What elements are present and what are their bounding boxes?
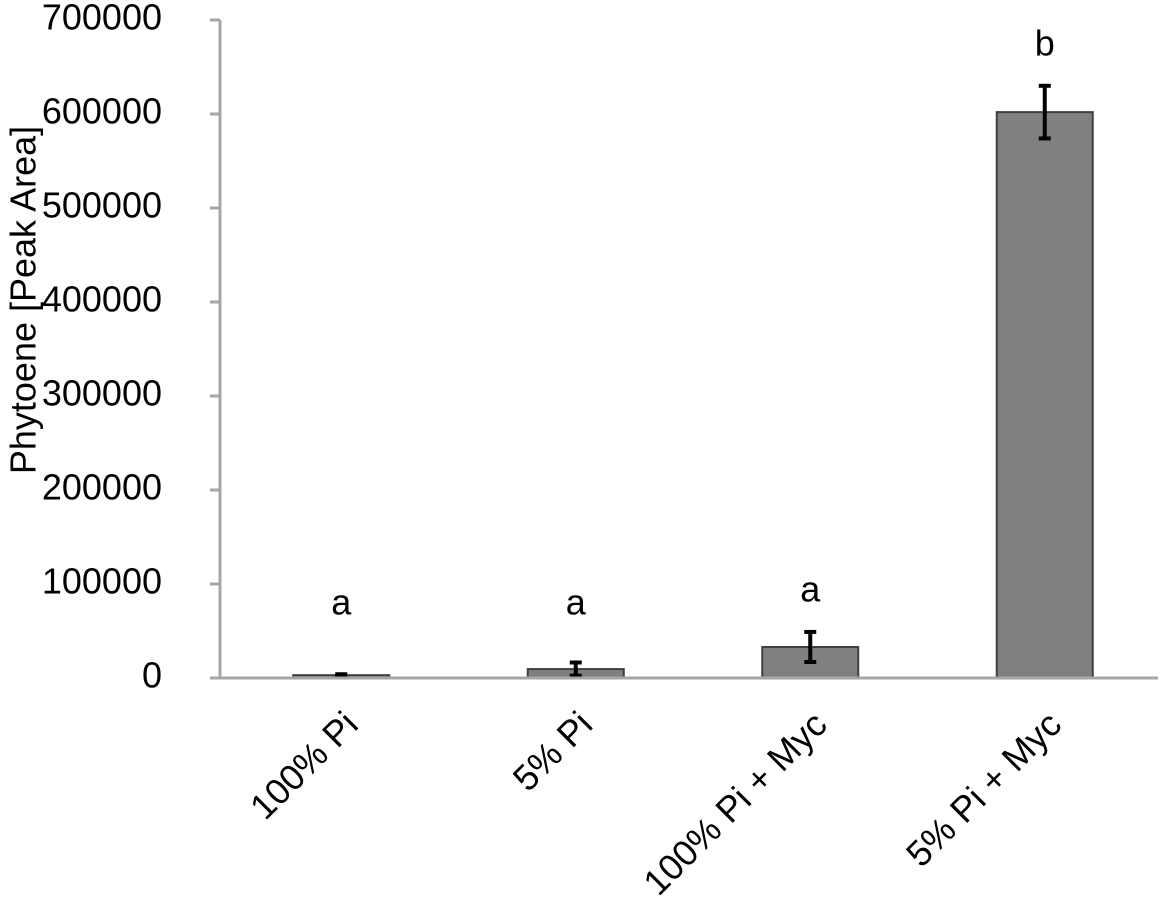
- x-tick-label: 5% Pi: [505, 703, 600, 798]
- error-bar: [804, 629, 817, 665]
- y-tick-label: 200000: [42, 467, 162, 508]
- annotation: a: [566, 582, 587, 623]
- annotation: a: [800, 568, 821, 609]
- y-tick-label: 100000: [42, 561, 162, 602]
- y-tick-label: 0: [142, 655, 162, 696]
- y-axis-label: Phytoene [Peak Area]: [3, 126, 44, 474]
- x-tick-label: 5% Pi + Myc: [898, 703, 1069, 874]
- error-bar: [1038, 83, 1051, 141]
- annotation: b: [1035, 22, 1055, 63]
- bar: [995, 111, 1094, 680]
- x-tick-label: 100% Pi: [242, 703, 366, 827]
- y-tick-label: 400000: [42, 279, 162, 320]
- x-tick-label: 100% Pi + Myc: [635, 703, 834, 902]
- annotation: a: [331, 582, 352, 623]
- error-bar: [335, 672, 348, 679]
- y-tick-label: 700000: [42, 0, 162, 38]
- error-bar: [569, 660, 582, 678]
- y-tick-label: 500000: [42, 185, 162, 226]
- y-tick-label: 600000: [42, 91, 162, 132]
- y-tick-label: 300000: [42, 373, 162, 414]
